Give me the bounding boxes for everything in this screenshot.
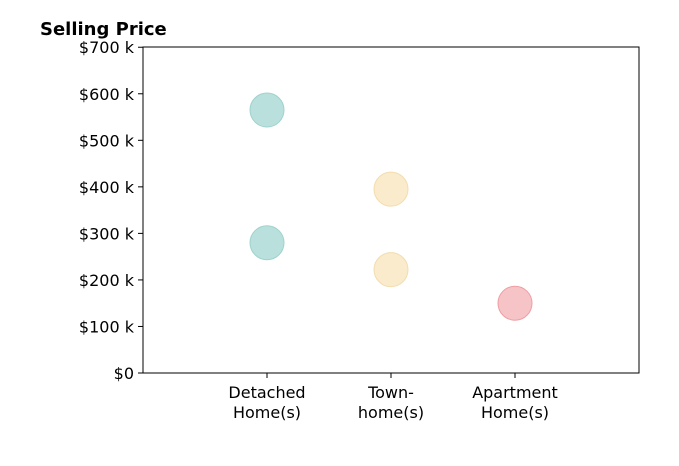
x-axis: DetachedHome(s)Town-home(s)ApartmentHome… xyxy=(228,373,558,422)
x-tick-label: Apartment xyxy=(472,383,558,402)
points-layer xyxy=(249,92,533,321)
y-tick-label: $400 k xyxy=(79,178,135,197)
y-tick-label: $700 k xyxy=(79,38,135,57)
data-point xyxy=(249,92,285,128)
data-point xyxy=(373,252,409,288)
x-tick-label: Detached xyxy=(228,383,305,402)
y-tick-label: $0 xyxy=(114,364,134,383)
y-axis: $0 $100 k $200 k $300 k $400 k $500 k $600 k $7… xyxy=(79,38,143,383)
x-tick-label: Town- xyxy=(367,383,414,402)
y-tick-label: $100 k xyxy=(79,317,135,336)
data-point xyxy=(497,285,533,321)
y-tick-label: $200 k xyxy=(79,271,135,290)
x-tick-label: home(s) xyxy=(358,403,424,422)
x-tick-label: Home(s) xyxy=(481,403,549,422)
chart-title: Selling Price xyxy=(40,19,167,40)
y-tick-label: $500 k xyxy=(79,131,135,150)
x-tick-label: Home(s) xyxy=(233,403,301,422)
plot-frame xyxy=(142,46,640,374)
data-point xyxy=(373,171,409,207)
y-tick-label: $600 k xyxy=(79,85,135,104)
data-point xyxy=(249,225,285,261)
y-tick-label: $300 k xyxy=(79,224,135,243)
